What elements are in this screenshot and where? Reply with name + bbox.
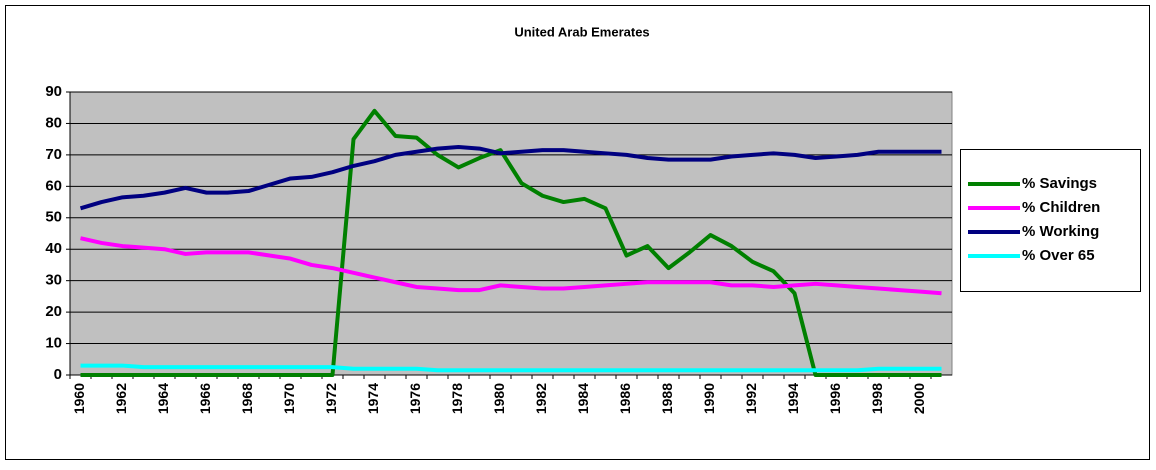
y-tick-label: 80: [45, 114, 62, 131]
chart-title: United Arab Emerates: [514, 24, 649, 39]
x-tick-label: 1978: [449, 383, 465, 414]
legend-label: % Children: [1022, 199, 1100, 216]
legend-label: % Working: [1022, 223, 1099, 240]
series-line: [79, 145, 942, 211]
x-tick-label: 1970: [281, 383, 297, 414]
x-tick-label: 1968: [239, 383, 255, 414]
y-tick-label: 60: [45, 177, 62, 194]
legend-label: % Over 65: [1022, 247, 1095, 264]
y-tick-label: 70: [45, 146, 62, 163]
y-tick-label: 40: [45, 240, 62, 257]
series-line: [80, 108, 942, 377]
x-tick-label: 1972: [323, 383, 339, 414]
x-tick-label: 1962: [113, 383, 129, 414]
y-tick-label: 50: [45, 209, 62, 226]
series-line: [80, 363, 942, 373]
x-tick-label: 1974: [365, 383, 381, 414]
y-tick-label: 30: [45, 272, 62, 289]
x-tick-label: 1976: [407, 383, 423, 414]
x-tick-label: 1960: [71, 383, 87, 414]
x-tick-label: 1988: [659, 383, 675, 414]
y-tick-label: 0: [54, 366, 62, 383]
x-tick-label: 1980: [491, 383, 507, 414]
x-tick-label: 1992: [743, 383, 759, 414]
y-tick-label: 10: [45, 335, 62, 352]
x-tick-label: 1994: [785, 383, 801, 414]
legend: [960, 149, 1141, 292]
x-tick-label: 1996: [827, 383, 843, 414]
legend-label: % Savings: [1022, 175, 1097, 192]
y-tick-label: 90: [45, 83, 62, 100]
x-tick-label: 2000: [911, 383, 927, 414]
x-tick-label: 1986: [617, 383, 633, 414]
plot-area: [69, 91, 953, 376]
y-tick-label: 20: [45, 303, 62, 320]
x-tick-label: 1990: [701, 383, 717, 414]
x-tick-label: 1964: [155, 383, 171, 414]
series-line: [80, 236, 942, 296]
x-tick-label: 1998: [869, 383, 885, 414]
x-tick-label: 1966: [197, 383, 213, 414]
x-tick-label: 1982: [533, 383, 549, 414]
x-tick-label: 1984: [575, 383, 591, 414]
